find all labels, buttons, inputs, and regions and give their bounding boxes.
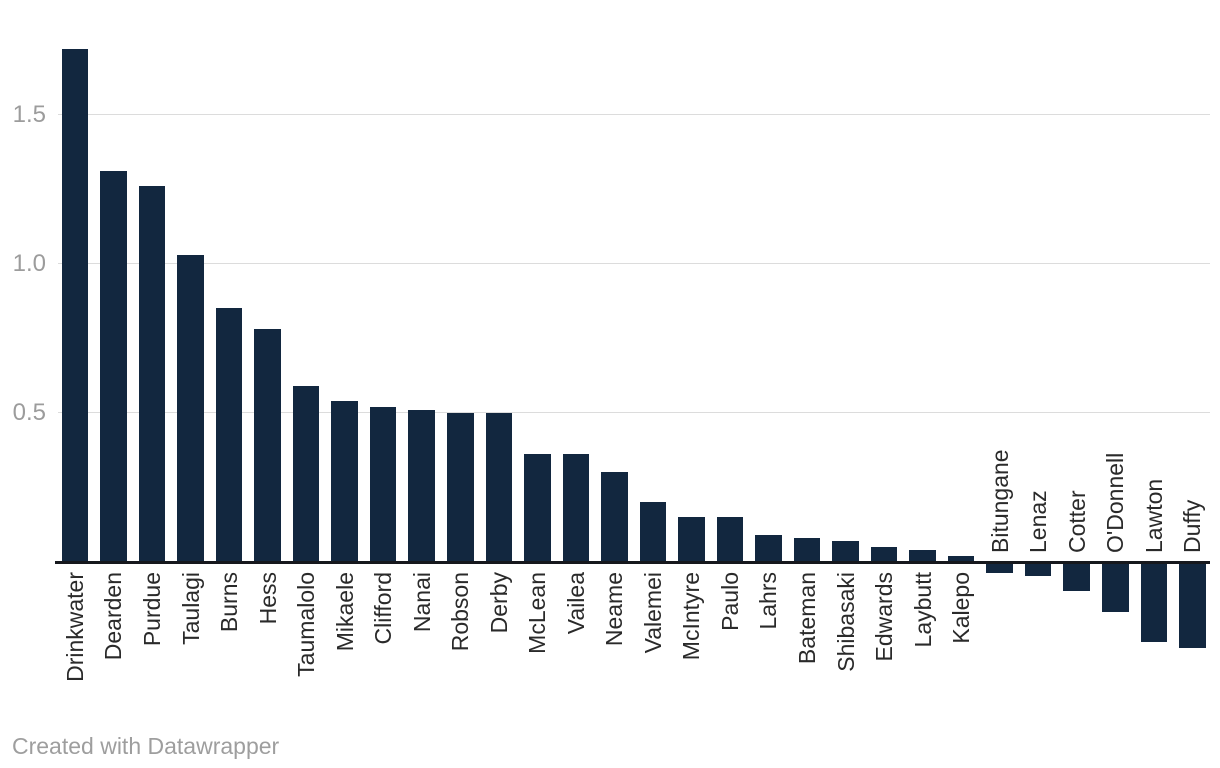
y-tick-label-1.5: 1.5 — [12, 100, 46, 128]
x-label-laybutt: Laybutt — [909, 572, 936, 648]
x-label-derby: Derby — [485, 572, 512, 634]
x-label-mclean: McLean — [524, 572, 551, 654]
x-label-clifford: Clifford — [370, 572, 397, 645]
x-label-neame: Neame — [601, 572, 628, 647]
bar-lenaz[interactable] — [1024, 561, 1052, 577]
bar-dearden[interactable] — [100, 171, 127, 562]
x-axis-line — [55, 561, 1210, 564]
gridline-0.5 — [58, 411, 1210, 414]
datawrapper-credit[interactable]: Created with Datawrapper — [12, 733, 280, 759]
bar-edwards[interactable] — [870, 546, 898, 562]
x-label-bitungane: Bitungane — [986, 449, 1013, 553]
bar-robson[interactable] — [447, 412, 474, 562]
x-label-shibasaki: Shibasaki — [832, 572, 859, 672]
bar-taumalolo[interactable] — [292, 385, 320, 562]
y-tick-label-0.5: 0.5 — [12, 398, 46, 426]
bar-shibasaki[interactable] — [832, 540, 859, 562]
x-label-burns: Burns — [216, 572, 243, 633]
bar-burns[interactable] — [215, 308, 243, 562]
bar-mcintyre[interactable] — [678, 516, 705, 562]
bar-derby[interactable] — [485, 412, 513, 562]
x-label-lenaz: Lenaz — [1025, 490, 1052, 553]
y-tick-label-1.0: 1.0 — [12, 249, 46, 277]
bar-nanai[interactable] — [408, 409, 435, 562]
bar-kalepo[interactable] — [947, 555, 975, 562]
x-label-lawton: Lawton — [1140, 478, 1167, 553]
bar-lawton[interactable] — [1140, 561, 1168, 642]
bar-mikaele[interactable] — [331, 400, 358, 562]
bar-hess[interactable] — [254, 329, 281, 562]
x-label-valemei: Valemei — [639, 572, 666, 654]
x-label-taulagi: Taulagi — [177, 572, 204, 645]
bar-laybutt[interactable] — [909, 549, 936, 562]
bar-drinkwater[interactable] — [61, 48, 89, 562]
bar-mclean[interactable] — [524, 454, 551, 562]
bar-taulagi[interactable] — [177, 254, 204, 562]
x-label-hess: Hess — [254, 572, 281, 625]
x-label-mcintyre: McIntyre — [678, 572, 705, 661]
bar-bateman[interactable] — [793, 537, 821, 562]
bar-paulo[interactable] — [716, 516, 744, 562]
bar-o-donnell[interactable] — [1102, 561, 1129, 613]
x-label-o-donnell: O'Donnell — [1102, 452, 1129, 553]
bar-cotter[interactable] — [1063, 561, 1090, 592]
bar-vailea[interactable] — [562, 454, 590, 562]
x-label-cotter: Cotter — [1063, 490, 1090, 553]
x-label-purdue: Purdue — [139, 572, 165, 647]
x-label-drinkwater: Drinkwater — [61, 572, 88, 682]
bar-neame[interactable] — [601, 472, 628, 562]
x-label-lahrs: Lahrs — [755, 572, 782, 630]
x-label-robson: Robson — [447, 572, 474, 652]
x-label-vailea: Vailea — [562, 572, 589, 635]
x-label-taumalolo: Taumalolo — [293, 572, 320, 677]
bar-valemei[interactable] — [639, 501, 667, 562]
x-label-nanai: Nanai — [408, 572, 435, 633]
bar-lahrs[interactable] — [755, 534, 782, 562]
x-label-bateman: Bateman — [794, 572, 821, 665]
gridline-1.5 — [58, 113, 1210, 116]
x-label-duffy: Duffy — [1179, 499, 1206, 553]
x-label-edwards: Edwards — [871, 572, 898, 662]
x-label-mikaele: Mikaele — [331, 572, 358, 652]
bar-clifford[interactable] — [369, 406, 397, 562]
x-label-kalepo: Kalepo — [948, 572, 975, 644]
bar-duffy[interactable] — [1179, 561, 1206, 648]
bar-bitungane[interactable] — [986, 561, 1013, 574]
x-label-paulo: Paulo — [716, 572, 743, 631]
x-label-dearden: Dearden — [100, 572, 127, 661]
bar-purdue[interactable] — [138, 186, 166, 562]
gridline-1.0 — [58, 262, 1210, 265]
